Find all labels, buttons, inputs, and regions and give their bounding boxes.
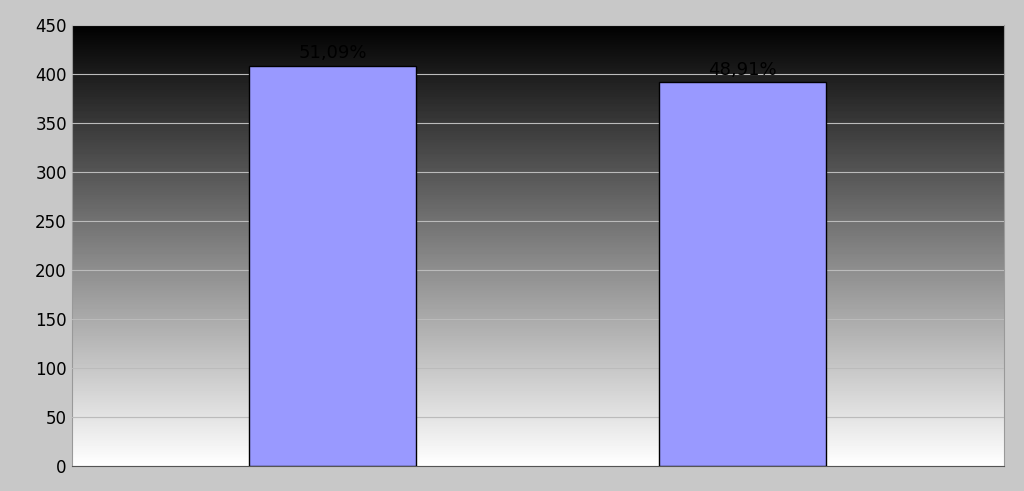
Bar [658,82,826,466]
Text: 51,09%: 51,09% [298,44,367,62]
Text: 48,91%: 48,91% [709,60,777,79]
Bar [249,66,417,466]
